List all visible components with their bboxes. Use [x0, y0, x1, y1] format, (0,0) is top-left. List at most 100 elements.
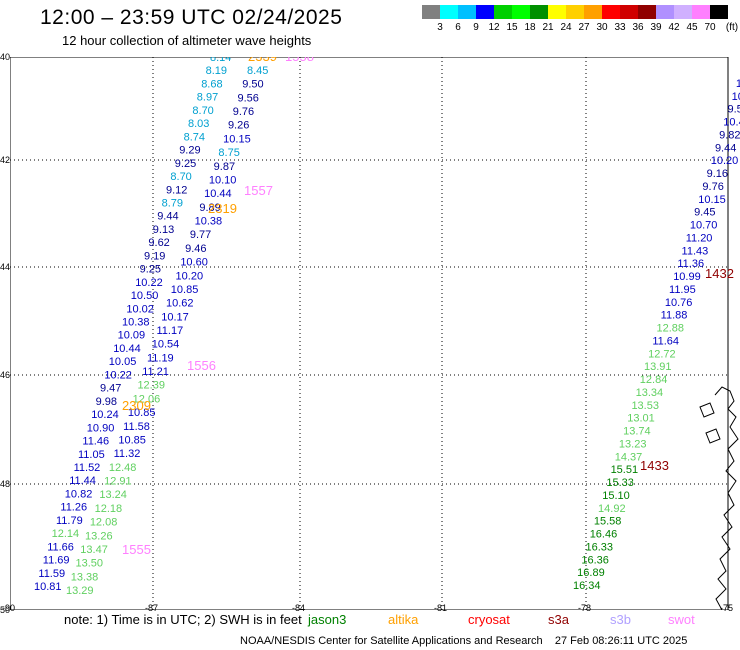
legend-label: 39 [650, 22, 662, 33]
time-tags: 1558 2339 1557 2319 1556 2309 1555 1432 1433 [122, 57, 734, 557]
wave-value: 10.85 [118, 434, 146, 446]
wave-value: 10.62 [166, 298, 194, 310]
wave-value: 13.38 [71, 571, 99, 583]
wave-value: 9.46 [185, 243, 206, 255]
wave-value: 13.74 [623, 426, 651, 438]
lat-label: 44 [0, 262, 11, 272]
wave-value: 13.34 [636, 387, 664, 399]
lat-label: 42 [0, 155, 11, 165]
wave-value: 10.50 [131, 290, 159, 302]
wave-value: 13.47 [80, 544, 108, 556]
wave-value: 9.25 [175, 158, 196, 170]
wave-value: 8.75 [218, 147, 239, 159]
satellite-label: cryosat [468, 612, 510, 627]
time-tag: 1433 [640, 458, 669, 473]
lat-label: 48 [0, 479, 11, 489]
track-values: 8.148.198.688.978.708.038.749.299.258.70… [34, 57, 740, 597]
wave-value: 13.29 [66, 585, 94, 597]
wave-value: 11.79 [56, 515, 83, 527]
wave-value: 8.45 [247, 65, 268, 77]
wave-value: 9.56 [237, 92, 258, 104]
legend-label: 27 [578, 22, 590, 33]
legend-label: 45 [686, 22, 698, 33]
wave-value: 15.58 [594, 516, 622, 528]
wave-value: 12.39 [137, 380, 165, 392]
wave-value: 9.50 [242, 79, 263, 91]
wave-value: 11.20 [686, 232, 713, 244]
wave-value: 8.14 [210, 57, 231, 64]
wave-value: 11.05 [78, 449, 105, 461]
map-subtitle: 12 hour collection of altimeter wave hei… [62, 33, 312, 48]
wave-value: 9.13 [153, 224, 174, 236]
wave-value: 16.46 [590, 529, 618, 541]
footer-note: note: 1) Time is in UTC; 2) SWH is in fe… [64, 612, 302, 627]
wave-value: 14.37 [615, 451, 643, 463]
legend-label: 9 [473, 22, 479, 33]
wave-value: 13.24 [99, 489, 127, 501]
wave-value: 10.05 [109, 356, 137, 368]
wave-value: 11.59 [38, 568, 65, 580]
wave-value: 10.09 [118, 330, 146, 342]
satellite-label: jason3 [308, 612, 347, 627]
wave-value: 10.54 [152, 339, 180, 351]
island-2 [705, 428, 721, 444]
wave-value: 16.89 [577, 567, 605, 579]
wave-value: 10.15 [223, 133, 251, 145]
wave-value: 12.84 [640, 374, 668, 386]
wave-value: 11.36 [677, 258, 704, 270]
legend-label: 33 [614, 22, 626, 33]
wave-value: 9.76 [233, 106, 254, 118]
wave-value: 10.90 [87, 422, 115, 434]
wave-value: 11.88 [661, 310, 688, 322]
satellite-label: swot [668, 612, 695, 627]
wave-value: 10.85 [128, 407, 156, 419]
wave-value: 16.36 [581, 554, 609, 566]
wave-value: 9.98 [96, 396, 117, 408]
wave-value: 13.91 [644, 361, 672, 373]
wave-height-map: 8.148.198.688.978.708.038.749.299.258.70… [10, 57, 740, 610]
wave-value: 11.19 [147, 352, 174, 364]
wave-value: 10.44 [204, 188, 232, 200]
legend-label: 6 [455, 22, 461, 33]
wave-value: 9.25 [140, 264, 161, 276]
wave-value: 8.79 [162, 197, 183, 209]
wave-value: 9.12 [166, 184, 187, 196]
wave-value: 16.34 [573, 580, 601, 592]
coastline-path [714, 386, 739, 610]
lon-label: -75 [720, 603, 734, 613]
wave-value: 11.66 [47, 541, 74, 553]
wave-value: 9.82 [719, 129, 740, 141]
wave-value: 9.16 [707, 168, 728, 180]
wave-value: 10 [736, 78, 740, 90]
island-1 [699, 402, 715, 418]
wave-value: 10.22 [104, 369, 132, 381]
lat-label: 46 [0, 370, 11, 380]
legend-swatch [440, 5, 458, 19]
wave-value: 8.70 [170, 171, 191, 183]
legend-label: 3 [437, 22, 443, 33]
legend-swatch [458, 5, 476, 19]
wave-value: 10.70 [690, 220, 718, 232]
wave-value: 8.70 [192, 105, 213, 117]
wave-value: 13.53 [631, 400, 659, 412]
wave-value: 9.44 [715, 142, 736, 154]
legend-swatch [674, 5, 692, 19]
legend-swatch [656, 5, 674, 19]
wave-value: 11.52 [74, 462, 101, 474]
wave-value: 9.47 [100, 383, 121, 395]
wave-value: 10.38 [195, 216, 223, 228]
wave-value: 11.46 [82, 436, 109, 448]
wave-value: 12.06 [133, 393, 161, 405]
wave-value: 10.15 [698, 194, 726, 206]
wave-value: 11.58 [123, 421, 150, 433]
satellite-label: s3b [610, 612, 631, 627]
wave-value: 8.68 [201, 78, 222, 90]
lat-label: 40 [0, 52, 11, 62]
lat-lon-grid [10, 57, 729, 610]
legend-label: 12 [488, 22, 500, 33]
legend-label: 24 [560, 22, 572, 33]
wave-value: 10.17 [161, 311, 189, 323]
wave-value: 12.14 [52, 528, 80, 540]
wave-value: 9.89 [199, 202, 220, 214]
legend-swatch [476, 5, 494, 19]
